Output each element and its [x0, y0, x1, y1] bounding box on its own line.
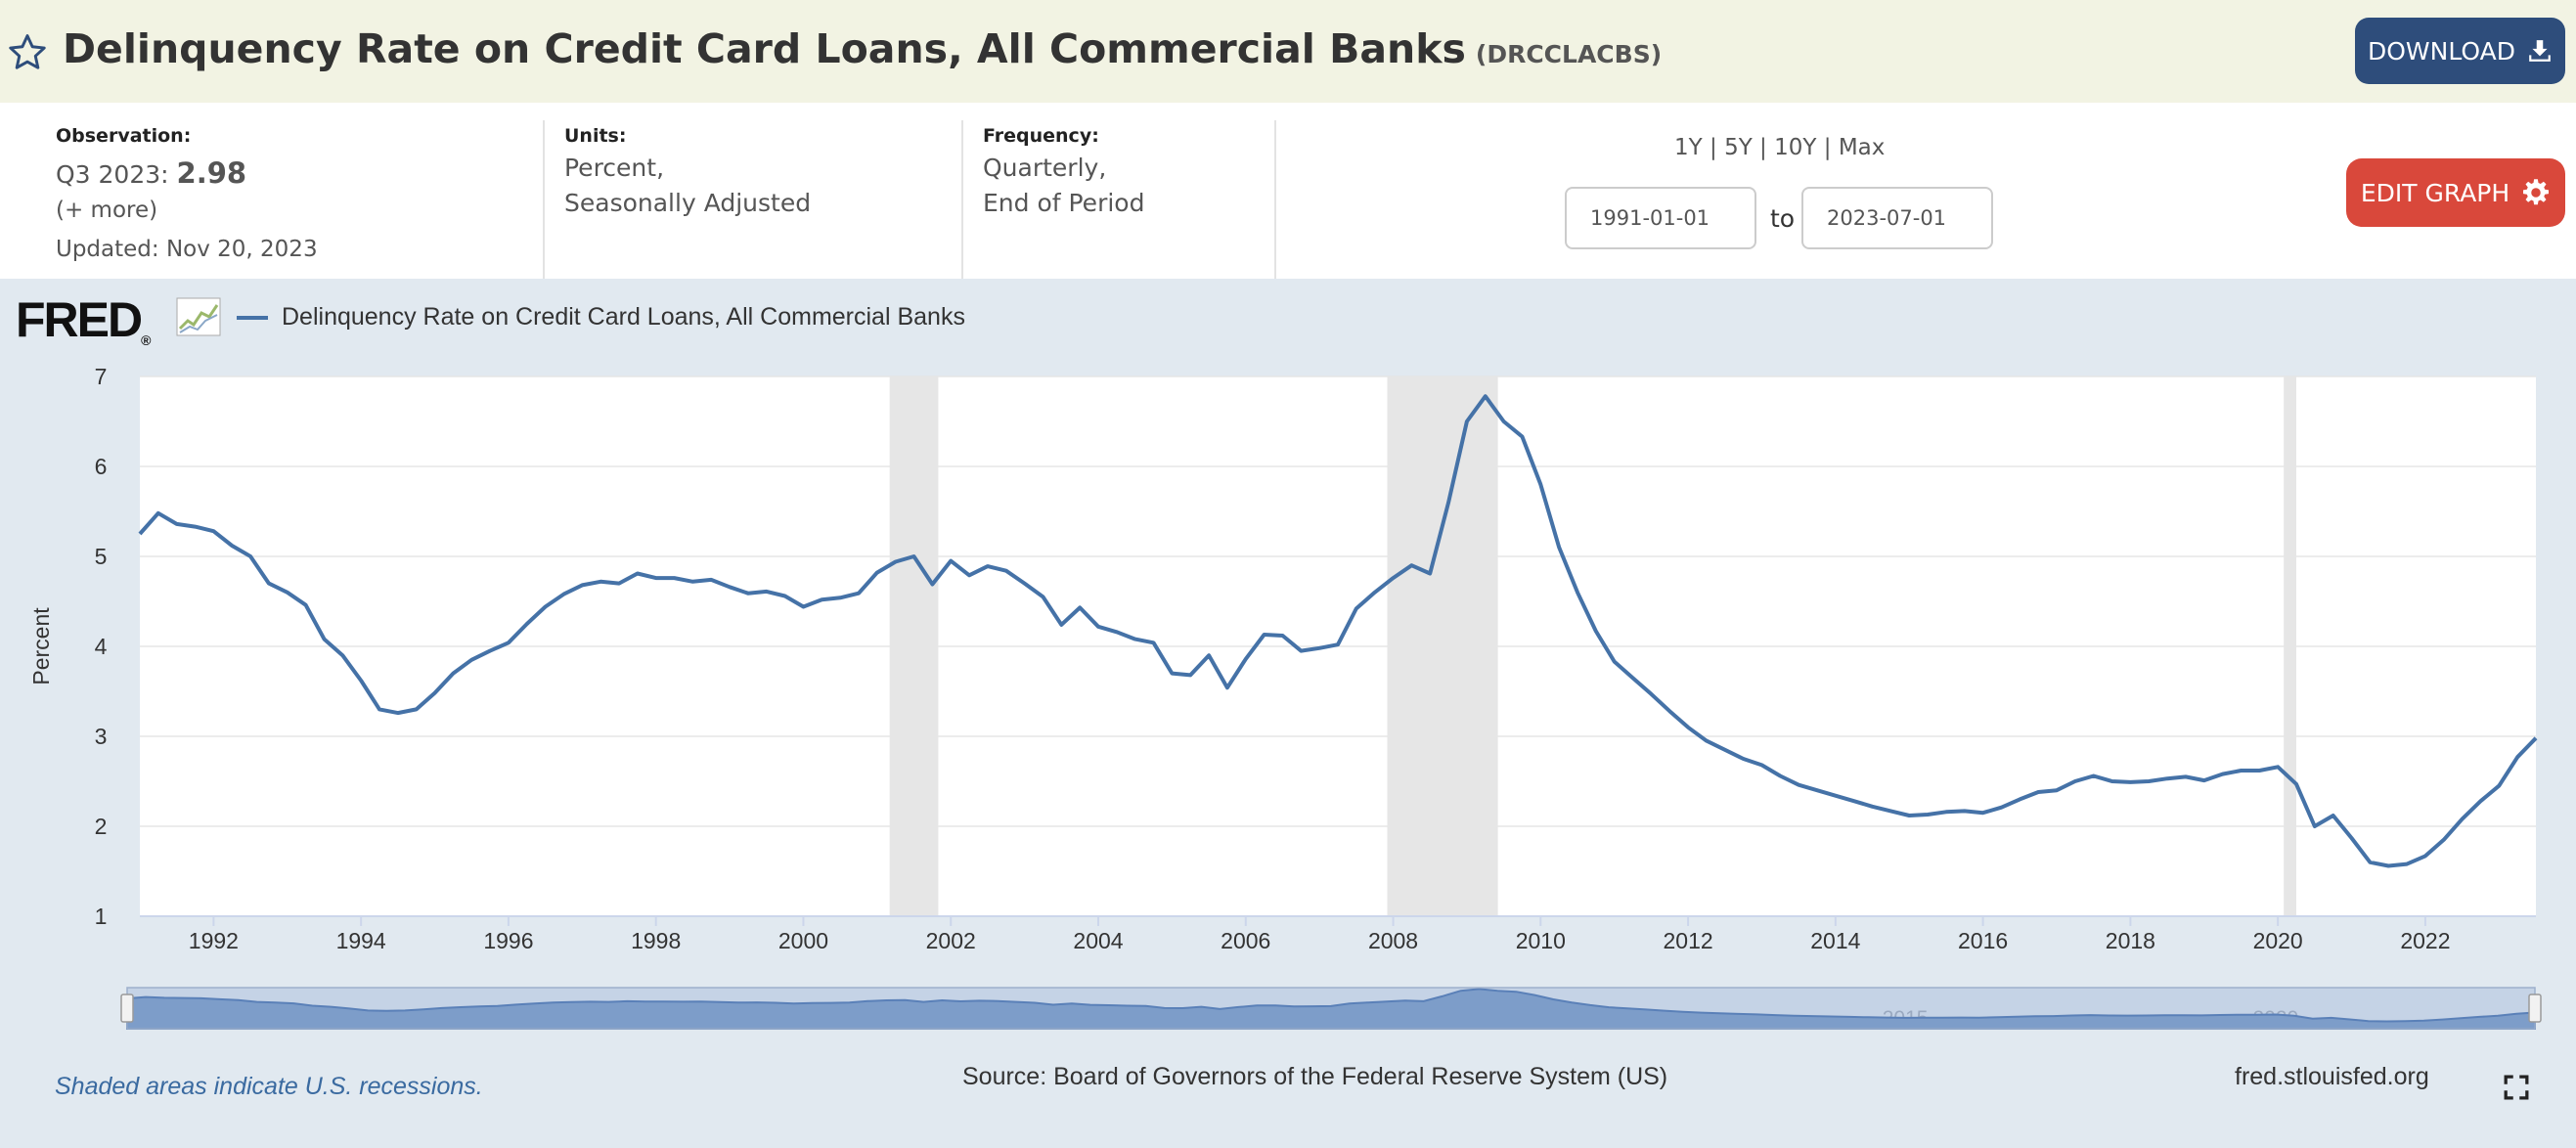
x-tick-label: 1998	[631, 928, 681, 953]
observation-value: 2.98	[176, 156, 247, 190]
observation-period: Q3 2023:	[56, 160, 169, 189]
title-bar: Delinquency Rate on Credit Card Loans, A…	[0, 0, 2576, 103]
frequency-label: Frequency:	[983, 125, 1099, 147]
observation-value-line: Q3 2023: 2.98	[56, 156, 318, 190]
line-chart: 1 2 3 4 5 6 7 1992 1994 1996 1998 2000 2002 2004 2006 2…	[28, 364, 2542, 1030]
navigator-handle-right[interactable]	[2528, 993, 2542, 1023]
source-note: Source: Board of Governors of the Federa…	[962, 1063, 1668, 1090]
y-axis-label: Percent	[28, 607, 54, 685]
fullscreen-icon[interactable]	[2504, 1075, 2529, 1100]
x-tick-label: 2000	[778, 928, 828, 953]
y-tick-label: 6	[95, 454, 108, 479]
divider	[543, 120, 545, 279]
frequency-section: Frequency: Quarterly, End of Period	[983, 125, 1144, 301]
observation-label: Observation:	[56, 125, 192, 147]
recession-note: Shaded areas indicate U.S. recessions.	[55, 1073, 483, 1100]
x-tick-label: 2014	[1810, 928, 1860, 953]
y-tick-label: 4	[95, 634, 108, 659]
observation-section: Observation: Q3 2023: 2.98 (+ more) Upda…	[56, 125, 318, 301]
more-link[interactable]: (+ more)	[56, 198, 158, 223]
range-selector: 1Y | 5Y | 10Y | Max	[1674, 135, 1886, 160]
fred-chart-icon	[176, 297, 221, 336]
download-button[interactable]: DOWNLOAD	[2355, 18, 2565, 84]
units-section: Units: Percent, Seasonally Adjusted	[564, 125, 811, 301]
download-icon	[2529, 40, 2551, 62]
x-tick-label: 1994	[336, 928, 386, 953]
x-tick-label: 1996	[483, 928, 533, 953]
page-title: Delinquency Rate on Credit Card Loans, A…	[63, 25, 1662, 72]
download-label: DOWNLOAD	[2368, 36, 2515, 66]
frequency-line1: Quarterly,	[983, 154, 1107, 182]
edit-graph-label: EDIT GRAPH	[2360, 178, 2510, 207]
y-tick-label: 5	[95, 544, 108, 569]
x-tick-label: 2016	[1958, 928, 2008, 953]
legend-line	[237, 315, 268, 320]
x-tick-label: 2022	[2400, 928, 2450, 953]
x-tick-label: 2020	[2253, 928, 2303, 953]
series-id: (DRCCLACBS)	[1475, 40, 1663, 68]
divider	[961, 120, 963, 279]
x-tick-label: 1992	[189, 928, 239, 953]
y-tick-label: 1	[95, 904, 108, 929]
units-line2: Seasonally Adjusted	[564, 189, 812, 217]
x-tick-label: 2002	[926, 928, 976, 953]
chart-legend: Delinquency Rate on Credit Card Loans, A…	[237, 303, 965, 331]
range-1y[interactable]: 1Y	[1674, 135, 1703, 160]
x-tick-label: 2008	[1368, 928, 1418, 953]
site-link[interactable]: fred.stlouisfed.org	[2235, 1063, 2429, 1090]
navigator-series	[126, 988, 2536, 1030]
updated-date: Updated: Nov 20, 2023	[56, 237, 318, 262]
x-tick-label: 2012	[1663, 928, 1712, 953]
x-tick-label: 2010	[1516, 928, 1566, 953]
units-label: Units:	[564, 125, 627, 147]
star-icon[interactable]	[6, 31, 49, 74]
y-tick-label: 3	[95, 724, 108, 749]
gear-icon	[2523, 179, 2550, 205]
navigator-handle-left[interactable]	[120, 993, 134, 1023]
x-tick-label: 2004	[1073, 928, 1123, 953]
x-tick-label: 2018	[2106, 928, 2155, 953]
range-10y[interactable]: 10Y	[1774, 135, 1817, 160]
divider	[1274, 120, 1276, 279]
units-line1: Percent,	[564, 154, 665, 182]
chart-panel: FRED® Delinquency Rate on Credit Card Lo…	[0, 279, 2576, 1148]
title-text: Delinquency Rate on Credit Card Loans, A…	[63, 25, 1466, 72]
series-line	[138, 394, 2538, 868]
x-tick-label: 2006	[1221, 928, 1270, 953]
metadata-panel: Observation: Q3 2023: 2.98 (+ more) Upda…	[0, 103, 2576, 279]
edit-graph-button[interactable]: EDIT GRAPH	[2346, 158, 2565, 227]
start-date-input[interactable]: 1991-01-01	[1565, 187, 1756, 249]
legend-label: Delinquency Rate on Credit Card Loans, A…	[282, 303, 965, 331]
y-tick-label: 2	[95, 814, 108, 839]
frequency-line2: End of Period	[983, 189, 1145, 217]
range-max[interactable]: Max	[1838, 135, 1886, 160]
to-label: to	[1770, 204, 1796, 233]
end-date-input[interactable]: 2023-07-01	[1801, 187, 1993, 249]
fred-logo: FRED®	[16, 292, 152, 348]
range-5y[interactable]: 5Y	[1724, 135, 1753, 160]
y-tick-label: 7	[95, 364, 108, 389]
